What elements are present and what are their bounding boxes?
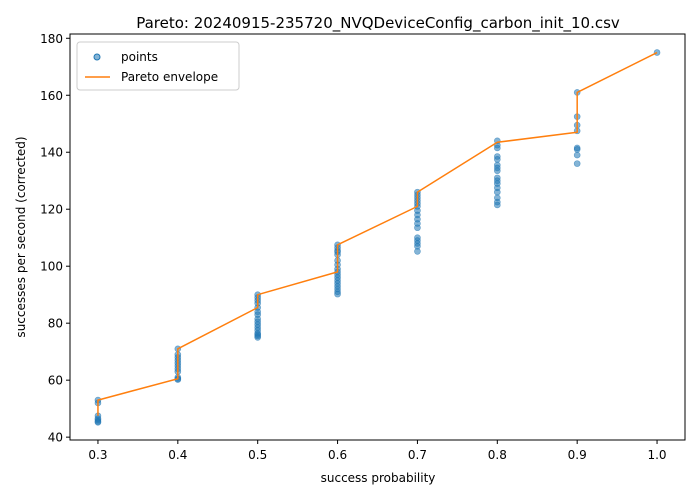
pareto-envelope-line — [97, 51, 658, 416]
y-tick-label: 100 — [40, 260, 63, 274]
x-axis-title: success probability — [321, 471, 436, 485]
x-tick-label: 0.7 — [408, 448, 427, 462]
x-axis: 0.3 0.4 0.5 0.6 0.7 0.8 0.9 1.0 — [88, 440, 667, 462]
y-tick-label: 160 — [40, 89, 63, 103]
data-point — [414, 224, 421, 232]
data-point — [494, 156, 501, 163]
x-tick-label: 0.3 — [88, 448, 107, 462]
x-tick-label: 0.6 — [328, 448, 347, 462]
plot-frame — [69, 33, 686, 441]
data-point — [94, 419, 102, 426]
legend-points-marker — [93, 53, 101, 61]
data-point — [254, 334, 261, 341]
legend-box — [76, 41, 240, 91]
y-tick-label: 140 — [40, 146, 63, 160]
legend-label-envelope: Pareto envelope — [121, 70, 218, 84]
data-point — [494, 188, 501, 196]
data-point — [573, 151, 581, 159]
data-point — [414, 248, 421, 255]
data-point — [494, 201, 501, 209]
x-tick-label: 0.9 — [568, 448, 587, 462]
points-layer — [94, 49, 661, 426]
x-tick-label: 0.5 — [248, 448, 267, 462]
y-axis: 40 60 80 100 120 140 160 180 — [40, 32, 70, 445]
x-tick-label: 1.0 — [647, 448, 666, 462]
data-point — [494, 167, 501, 175]
chart-title: Pareto: 20240915-235720_NVQDeviceConfig_… — [136, 14, 620, 33]
data-point — [494, 144, 501, 152]
x-tick-label: 0.8 — [488, 448, 507, 462]
y-tick-label: 40 — [48, 431, 63, 445]
x-tick-label: 0.4 — [168, 448, 187, 462]
legend-label-points: points — [121, 50, 158, 64]
data-point — [573, 146, 581, 153]
line-layer — [97, 51, 658, 416]
y-axis-title: successes per second (corrected) — [14, 136, 28, 337]
y-tick-label: 80 — [48, 317, 63, 331]
y-tick-label: 60 — [48, 374, 63, 388]
legend: points Pareto envelope — [76, 41, 240, 91]
y-tick-label: 120 — [40, 203, 63, 217]
y-tick-label: 180 — [40, 32, 63, 46]
data-point — [334, 290, 341, 298]
data-point — [573, 160, 581, 167]
